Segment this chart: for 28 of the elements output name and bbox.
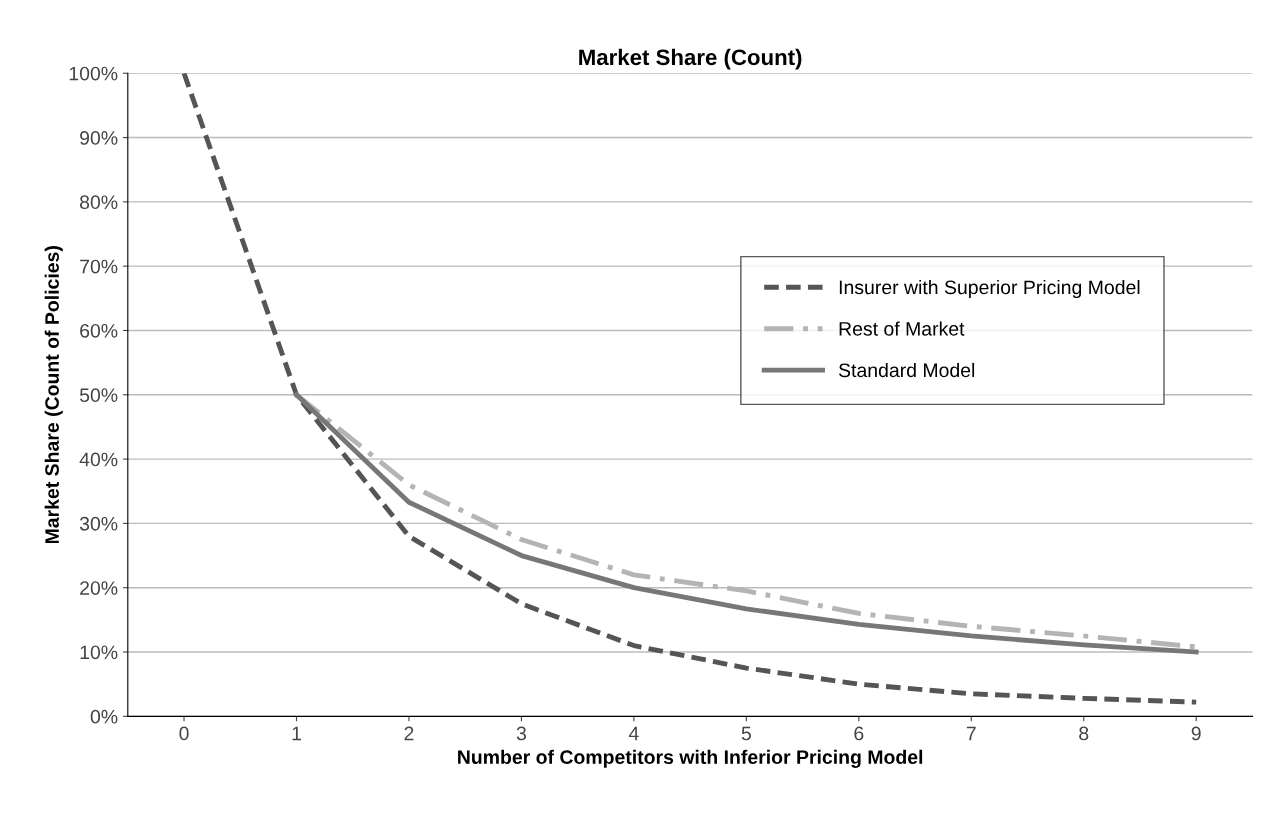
x-tick-label: 5 — [741, 726, 751, 741]
legend-label: Rest of Market — [839, 321, 965, 336]
x-tick-label: 2 — [404, 726, 414, 741]
y-tick-label: 60% — [80, 323, 118, 338]
x-tick-label: 1 — [292, 726, 301, 741]
x-axis-title: Number of Competitors with Inferior Pricing Model — [458, 749, 923, 768]
y-tick-label: 80% — [80, 195, 118, 210]
legend-label: Standard Model — [838, 362, 975, 378]
y-tick-label: 0% — [90, 709, 118, 724]
x-tick-label: 3 — [516, 726, 526, 741]
y-tick-label: 70% — [80, 259, 118, 274]
y-tick-label: 40% — [79, 452, 118, 467]
x-tick-label: 4 — [628, 726, 639, 741]
y-tick-label: 10% — [80, 645, 118, 660]
legend-label: Insurer with Superior Pricing Model — [839, 279, 1140, 299]
line-series — [181, 73, 1199, 705]
y-tick-label: 100% — [69, 66, 118, 81]
y-axis-title: Market Share (Count of Policies) — [44, 246, 63, 544]
x-tick-label: 9 — [1191, 726, 1201, 741]
chart-title: Market Share (Count) — [579, 48, 802, 70]
x-tick-label: 7 — [966, 726, 976, 741]
x-tick-label: 8 — [1079, 726, 1089, 741]
y-tick-label: 50% — [79, 388, 118, 403]
y-tick-label: 20% — [80, 581, 118, 595]
x-tick-label: 6 — [854, 726, 864, 741]
y-tick-label: 90% — [80, 131, 118, 145]
y-tick-label: 30% — [79, 516, 118, 531]
x-tick-label: 0 — [179, 726, 189, 741]
